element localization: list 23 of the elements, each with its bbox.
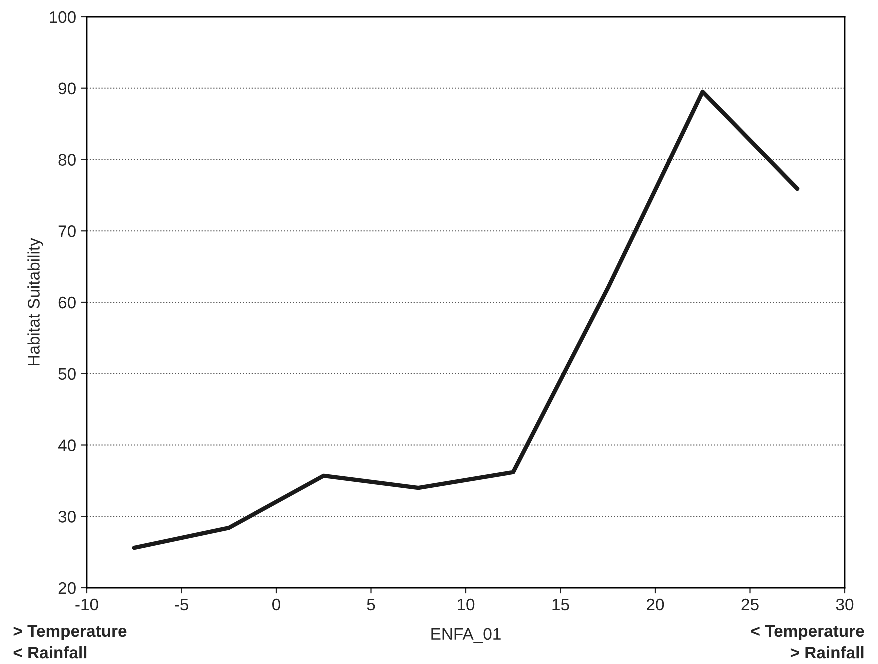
x-tick-label: 25 [742, 598, 759, 611]
x-tick-label: 5 [367, 599, 376, 611]
x-tick-label: -5 [175, 599, 188, 611]
x-tick-label: 15 [552, 599, 570, 611]
y-tick-label: 50 [58, 368, 76, 380]
x-tick-label: -10 [76, 598, 98, 611]
x-tick-label: 20 [647, 598, 664, 611]
x-tick-label: 30 [836, 598, 854, 611]
x-tick-label: 10 [458, 598, 475, 611]
y-tick-label: 100 [50, 11, 76, 24]
y-tick-label: 30 [58, 511, 76, 523]
text: < Temperature > Rainfall [751, 626, 864, 659]
y-tick-label: 80 [58, 154, 76, 166]
y-tick-label: 20 [58, 582, 76, 594]
y-tick-label: 40 [58, 440, 76, 452]
x-tick-label: 0 [272, 598, 280, 611]
y-tick-label: 90 [58, 82, 76, 95]
y-axis-title: Habitat Suitability [28, 238, 44, 366]
y-tick-label: 70 [58, 226, 76, 238]
text: > Temperature < Rainfall [14, 626, 127, 659]
line-series [132, 90, 800, 550]
x-axis-title: ENFA_01 [432, 628, 501, 644]
y-tick-label: 60 [58, 296, 76, 309]
